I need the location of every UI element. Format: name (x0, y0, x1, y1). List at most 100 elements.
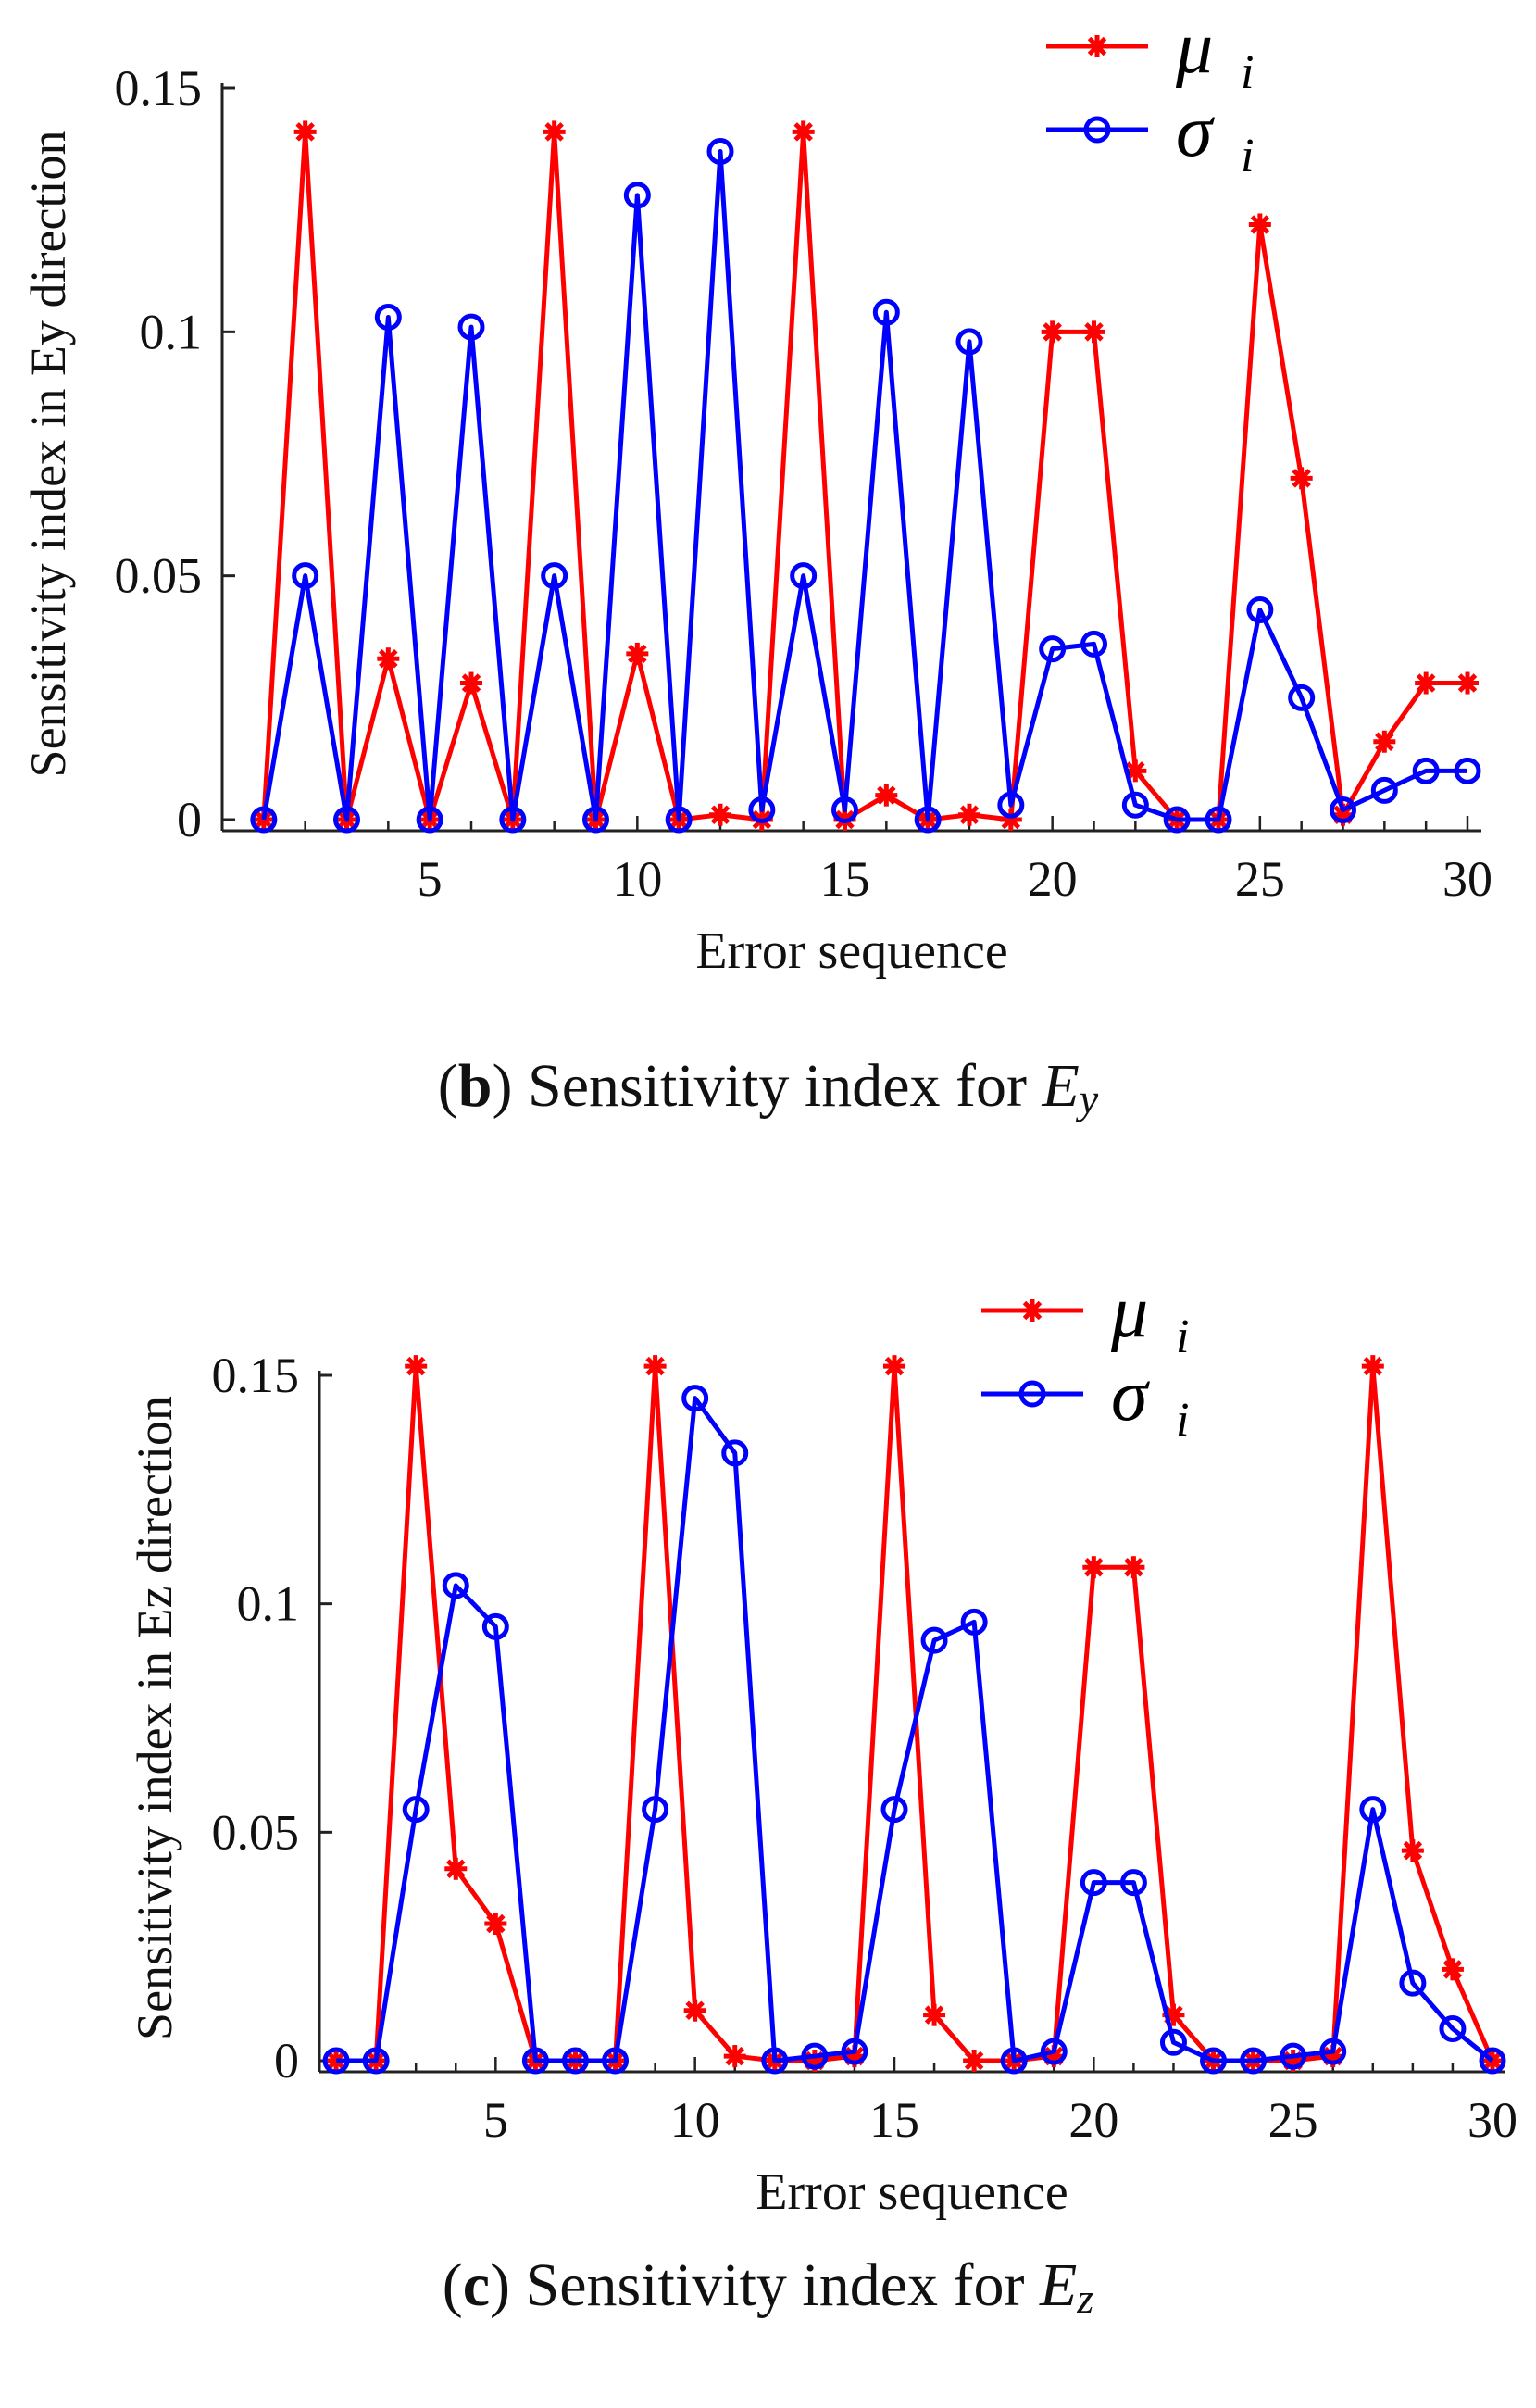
series-line-mu (261, 129, 1467, 822)
legend-marker-circle (1018, 1380, 1046, 1408)
legend-subscript: i (1176, 1311, 1189, 1363)
data-point-sigma (333, 806, 360, 834)
data-point-sigma (362, 2047, 390, 2075)
legend-marker-circle (1083, 116, 1111, 144)
legend-marker-star (1086, 35, 1108, 57)
y-tick-label: 0 (177, 792, 202, 847)
data-point-sigma (1000, 2047, 1028, 2075)
legend-subscript: i (1241, 130, 1254, 182)
data-point-sigma (481, 1612, 509, 1640)
data-point-mu (1082, 320, 1105, 344)
legend: μ iσ i (981, 1272, 1189, 1447)
data-point-sigma (521, 2047, 549, 2075)
data-point-sigma (602, 2047, 630, 2075)
legend: μ iσ i (1046, 7, 1254, 182)
data-point-sigma (402, 1796, 430, 1824)
caption-text: Sensitivity index for (525, 2251, 1025, 2319)
data-point-mu (1041, 320, 1064, 344)
data-point-sigma (790, 562, 818, 590)
x-tick-label: 5 (418, 851, 443, 907)
data-point-mu (1122, 1556, 1145, 1579)
data-point-mu (875, 784, 898, 807)
data-point-sigma (1040, 2038, 1068, 2065)
data-point-sigma (706, 137, 734, 165)
data-point-sigma (914, 806, 942, 834)
caption-text: Sensitivity index for (527, 1052, 1027, 1120)
data-point-sigma (801, 2042, 829, 2070)
data-point-sigma (541, 562, 568, 590)
data-point-mu (1290, 467, 1313, 490)
data-point-mu (293, 120, 317, 144)
data-point-sigma (457, 313, 485, 341)
caption-variable: E (1042, 1052, 1080, 1120)
data-point-mu (460, 671, 482, 695)
x-tick-label: 30 (1442, 851, 1492, 907)
x-tick-label: 10 (670, 2092, 720, 2148)
caption-subscript: z (1077, 2275, 1094, 2322)
data-point-sigma (1359, 1796, 1387, 1824)
data-point-sigma (642, 1796, 669, 1824)
data-point-sigma (681, 1385, 709, 1412)
y-tick-label: 0.1 (237, 1576, 300, 1632)
data-point-sigma (1119, 1869, 1147, 1897)
data-point-sigma (1200, 2047, 1228, 2075)
x-axis-label: Error sequence (756, 2163, 1068, 2221)
data-point-mu (444, 1857, 468, 1880)
data-point-sigma (499, 806, 527, 834)
data-point-mu (923, 2003, 946, 2026)
data-point-sigma (748, 796, 776, 823)
data-point-sigma (1330, 796, 1356, 823)
data-point-sigma (250, 806, 278, 834)
data-point-mu (643, 1355, 667, 1378)
x-tick-label: 15 (869, 2092, 919, 2148)
data-point-sigma (292, 562, 319, 590)
data-point-sigma (880, 1796, 908, 1824)
data-point-sigma (442, 1572, 469, 1599)
data-point-sigma (1439, 2014, 1467, 2042)
x-tick-label: 15 (820, 851, 870, 907)
data-point-sigma (1412, 757, 1440, 784)
data-point-mu (405, 1355, 428, 1378)
data-point-sigma (1479, 2047, 1506, 2075)
y-tick-label: 0 (274, 2033, 299, 2088)
caption-label: c (462, 2251, 491, 2319)
data-point-mu (709, 803, 731, 826)
data-point-sigma (1039, 635, 1067, 663)
data-point-sigma (872, 298, 900, 326)
data-point-mu (626, 642, 649, 665)
data-point-sigma (1080, 1869, 1107, 1897)
y-tick-label: 0.1 (140, 304, 203, 359)
data-point-sigma (831, 796, 858, 823)
data-point-mu (958, 803, 980, 826)
data-point-mu (484, 1913, 507, 1935)
chart-panel-ez: 0 0.05 0.1 0.15 5 10 15 20 25 30 Error sequence Sen… (0, 1204, 1536, 2408)
data-point-sigma (1240, 2047, 1268, 2075)
series-line-sigma (336, 1396, 1494, 2063)
data-point-mu (377, 647, 400, 671)
legend-symbol: σ (1176, 91, 1215, 172)
data-point-sigma (623, 182, 651, 209)
data-point-mu (1248, 213, 1271, 236)
data-point-sigma (1159, 2028, 1187, 2056)
data-point-sigma (761, 2047, 789, 2075)
legend-symbol: μ (1110, 1272, 1148, 1353)
chart-panel-ey: 0 0.05 0.1 0.15 5 10 15 20 25 30 Error sequence Sen… (20, 7, 1492, 1122)
x-tick-label: 20 (1028, 851, 1078, 907)
data-point-mu (1415, 671, 1438, 695)
data-point-mu (883, 1355, 905, 1378)
x-tick-label: 20 (1068, 2092, 1118, 2148)
data-point-sigma (1080, 630, 1107, 658)
data-point-sigma (322, 2047, 350, 2075)
x-tick-label: 30 (1467, 2092, 1517, 2148)
data-point-mu (1456, 671, 1479, 695)
chart-ez: 0 0.05 0.1 0.15 5 10 15 20 25 30 Error sequence Sen… (127, 1272, 1517, 2221)
legend-marker-star (1021, 1299, 1043, 1322)
caption-label: b (457, 1052, 493, 1120)
legend-symbol: μ (1175, 7, 1213, 89)
y-tick-label: 0.05 (115, 548, 203, 604)
data-point-sigma (1454, 757, 1481, 784)
x-tick-label: 10 (612, 851, 662, 907)
data-point-mu (1082, 1556, 1105, 1579)
data-point-mu (1401, 1839, 1424, 1862)
caption-ey: (b) Sensitivity index for Ey (437, 1052, 1099, 1122)
